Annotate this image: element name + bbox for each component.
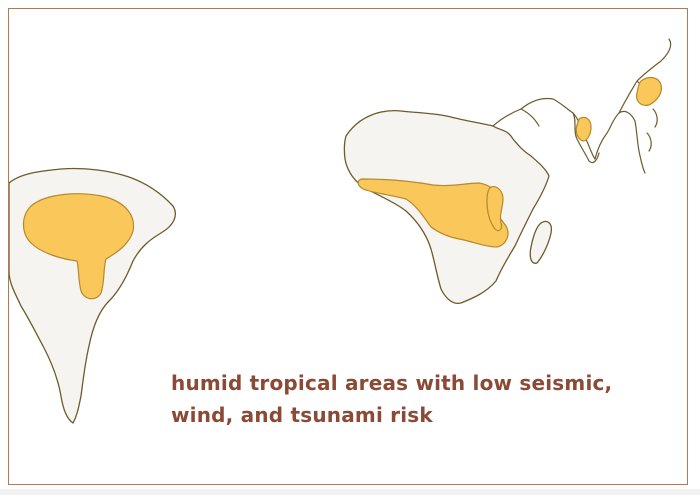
africa <box>343 108 550 305</box>
bottom-strip <box>0 489 700 495</box>
africa-coast-detail <box>492 108 540 127</box>
asia-islands <box>646 108 658 152</box>
map-frame: humid tropical areas with low seismic, w… <box>8 8 688 485</box>
south-america-humid-zone <box>22 193 135 300</box>
asia-coastline <box>520 97 646 174</box>
asia-peninsula <box>572 112 600 164</box>
japan-humid-zone <box>636 76 662 106</box>
map-legend-caption: humid tropical areas with low seismic, w… <box>171 371 613 427</box>
asia-coast <box>520 97 658 174</box>
madagascar-landmass <box>529 220 553 264</box>
indochina-humid-zone <box>575 116 592 142</box>
world-map <box>9 38 672 424</box>
africa-east-humid-zone <box>486 186 504 232</box>
madagascar <box>529 220 553 264</box>
africa-humid-zone <box>357 178 509 248</box>
south-america <box>9 167 176 424</box>
japan <box>618 38 672 114</box>
